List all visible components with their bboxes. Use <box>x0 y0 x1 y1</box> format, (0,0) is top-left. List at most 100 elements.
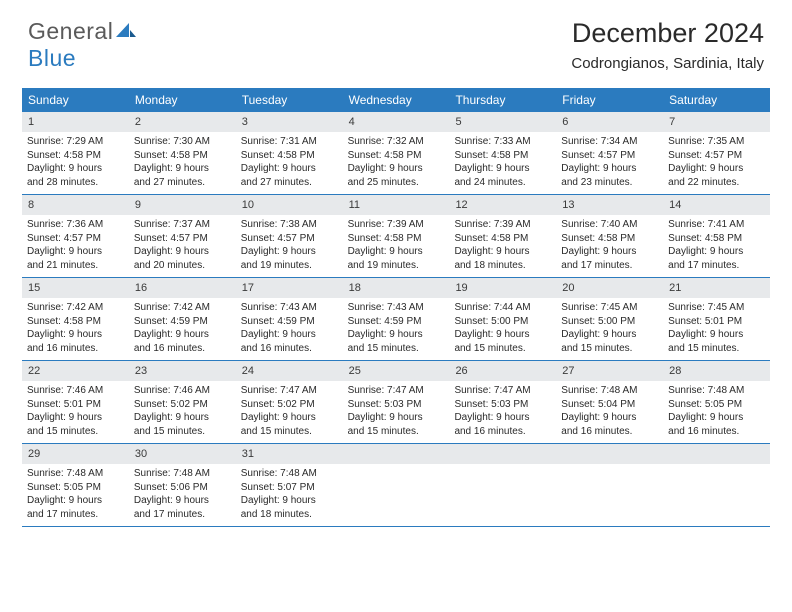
day-cell: 2Sunrise: 7:30 AMSunset: 4:58 PMDaylight… <box>129 112 236 194</box>
day-body <box>556 464 663 471</box>
sunset-text: Sunset: 4:58 PM <box>454 149 551 163</box>
sunrise-text: Sunrise: 7:47 AM <box>454 384 551 398</box>
daylight-line1: Daylight: 9 hours <box>668 328 765 342</box>
daylight-line2: and 28 minutes. <box>27 176 124 190</box>
week-row: 29Sunrise: 7:48 AMSunset: 5:05 PMDayligh… <box>22 444 770 527</box>
sunset-text: Sunset: 4:58 PM <box>27 315 124 329</box>
day-cell: 30Sunrise: 7:48 AMSunset: 5:06 PMDayligh… <box>129 444 236 526</box>
title-block: December 2024 Codrongianos, Sardinia, It… <box>571 18 764 72</box>
day-cell: 23Sunrise: 7:46 AMSunset: 5:02 PMDayligh… <box>129 361 236 443</box>
daylight-line2: and 15 minutes. <box>454 342 551 356</box>
day-number: 4 <box>343 112 450 132</box>
sunset-text: Sunset: 5:02 PM <box>134 398 231 412</box>
day-cell: 10Sunrise: 7:38 AMSunset: 4:57 PMDayligh… <box>236 195 343 277</box>
day-body: Sunrise: 7:35 AMSunset: 4:57 PMDaylight:… <box>663 132 770 193</box>
day-number: 27 <box>556 361 663 381</box>
day-number: 21 <box>663 278 770 298</box>
daylight-line2: and 15 minutes. <box>241 425 338 439</box>
sunrise-text: Sunrise: 7:34 AM <box>561 135 658 149</box>
daylight-line2: and 17 minutes. <box>134 508 231 522</box>
daylight-line2: and 15 minutes. <box>348 342 445 356</box>
day-cell: . <box>663 444 770 526</box>
daylight-line1: Daylight: 9 hours <box>454 328 551 342</box>
day-number: 29 <box>22 444 129 464</box>
day-cell: 7Sunrise: 7:35 AMSunset: 4:57 PMDaylight… <box>663 112 770 194</box>
daylight-line1: Daylight: 9 hours <box>27 162 124 176</box>
day-cell: 3Sunrise: 7:31 AMSunset: 4:58 PMDaylight… <box>236 112 343 194</box>
day-number: 18 <box>343 278 450 298</box>
daylight-line2: and 16 minutes. <box>27 342 124 356</box>
day-cell: 8Sunrise: 7:36 AMSunset: 4:57 PMDaylight… <box>22 195 129 277</box>
day-number: . <box>556 444 663 464</box>
weekday-thursday: Thursday <box>449 88 556 112</box>
daylight-line2: and 20 minutes. <box>134 259 231 273</box>
daylight-line2: and 19 minutes. <box>241 259 338 273</box>
daylight-line1: Daylight: 9 hours <box>561 328 658 342</box>
sunset-text: Sunset: 5:00 PM <box>454 315 551 329</box>
day-number: 26 <box>449 361 556 381</box>
day-body: Sunrise: 7:34 AMSunset: 4:57 PMDaylight:… <box>556 132 663 193</box>
sunset-text: Sunset: 4:59 PM <box>134 315 231 329</box>
daylight-line2: and 21 minutes. <box>27 259 124 273</box>
day-body: Sunrise: 7:45 AMSunset: 5:00 PMDaylight:… <box>556 298 663 359</box>
daylight-line2: and 15 minutes. <box>134 425 231 439</box>
sunset-text: Sunset: 4:57 PM <box>241 232 338 246</box>
weekday-wednesday: Wednesday <box>343 88 450 112</box>
month-title: December 2024 <box>571 18 764 49</box>
daylight-line1: Daylight: 9 hours <box>134 411 231 425</box>
sunset-text: Sunset: 4:59 PM <box>241 315 338 329</box>
day-body: Sunrise: 7:39 AMSunset: 4:58 PMDaylight:… <box>449 215 556 276</box>
sunrise-text: Sunrise: 7:37 AM <box>134 218 231 232</box>
day-number: 16 <box>129 278 236 298</box>
day-body: Sunrise: 7:38 AMSunset: 4:57 PMDaylight:… <box>236 215 343 276</box>
day-number: 11 <box>343 195 450 215</box>
day-cell: . <box>449 444 556 526</box>
day-number: 5 <box>449 112 556 132</box>
day-number: 22 <box>22 361 129 381</box>
daylight-line1: Daylight: 9 hours <box>348 328 445 342</box>
day-cell: 20Sunrise: 7:45 AMSunset: 5:00 PMDayligh… <box>556 278 663 360</box>
sunset-text: Sunset: 5:00 PM <box>561 315 658 329</box>
daylight-line1: Daylight: 9 hours <box>134 494 231 508</box>
sunrise-text: Sunrise: 7:36 AM <box>27 218 124 232</box>
daylight-line2: and 19 minutes. <box>348 259 445 273</box>
day-body: Sunrise: 7:40 AMSunset: 4:58 PMDaylight:… <box>556 215 663 276</box>
day-cell: 16Sunrise: 7:42 AMSunset: 4:59 PMDayligh… <box>129 278 236 360</box>
week-row: 15Sunrise: 7:42 AMSunset: 4:58 PMDayligh… <box>22 278 770 361</box>
day-cell: 1Sunrise: 7:29 AMSunset: 4:58 PMDaylight… <box>22 112 129 194</box>
day-body: Sunrise: 7:48 AMSunset: 5:06 PMDaylight:… <box>129 464 236 525</box>
day-number: 17 <box>236 278 343 298</box>
day-number: 30 <box>129 444 236 464</box>
sunset-text: Sunset: 5:01 PM <box>27 398 124 412</box>
daylight-line1: Daylight: 9 hours <box>241 328 338 342</box>
day-number: 25 <box>343 361 450 381</box>
day-cell: 21Sunrise: 7:45 AMSunset: 5:01 PMDayligh… <box>663 278 770 360</box>
daylight-line1: Daylight: 9 hours <box>668 245 765 259</box>
sunrise-text: Sunrise: 7:48 AM <box>668 384 765 398</box>
day-number: 6 <box>556 112 663 132</box>
sunset-text: Sunset: 4:58 PM <box>134 149 231 163</box>
weekday-header: Sunday Monday Tuesday Wednesday Thursday… <box>22 88 770 112</box>
day-cell: 29Sunrise: 7:48 AMSunset: 5:05 PMDayligh… <box>22 444 129 526</box>
daylight-line2: and 16 minutes. <box>134 342 231 356</box>
sunset-text: Sunset: 5:06 PM <box>134 481 231 495</box>
day-number: 9 <box>129 195 236 215</box>
sunset-text: Sunset: 5:02 PM <box>241 398 338 412</box>
day-number: 1 <box>22 112 129 132</box>
day-cell: 28Sunrise: 7:48 AMSunset: 5:05 PMDayligh… <box>663 361 770 443</box>
day-cell: 4Sunrise: 7:32 AMSunset: 4:58 PMDaylight… <box>343 112 450 194</box>
day-body: Sunrise: 7:45 AMSunset: 5:01 PMDaylight:… <box>663 298 770 359</box>
day-body: Sunrise: 7:41 AMSunset: 4:58 PMDaylight:… <box>663 215 770 276</box>
sunrise-text: Sunrise: 7:45 AM <box>561 301 658 315</box>
sunrise-text: Sunrise: 7:42 AM <box>134 301 231 315</box>
sunrise-text: Sunrise: 7:48 AM <box>241 467 338 481</box>
daylight-line1: Daylight: 9 hours <box>454 411 551 425</box>
sunset-text: Sunset: 5:01 PM <box>668 315 765 329</box>
day-number: 2 <box>129 112 236 132</box>
daylight-line1: Daylight: 9 hours <box>134 162 231 176</box>
sunrise-text: Sunrise: 7:32 AM <box>348 135 445 149</box>
daylight-line1: Daylight: 9 hours <box>27 411 124 425</box>
sunset-text: Sunset: 4:58 PM <box>348 149 445 163</box>
day-number: . <box>449 444 556 464</box>
day-number: 19 <box>449 278 556 298</box>
